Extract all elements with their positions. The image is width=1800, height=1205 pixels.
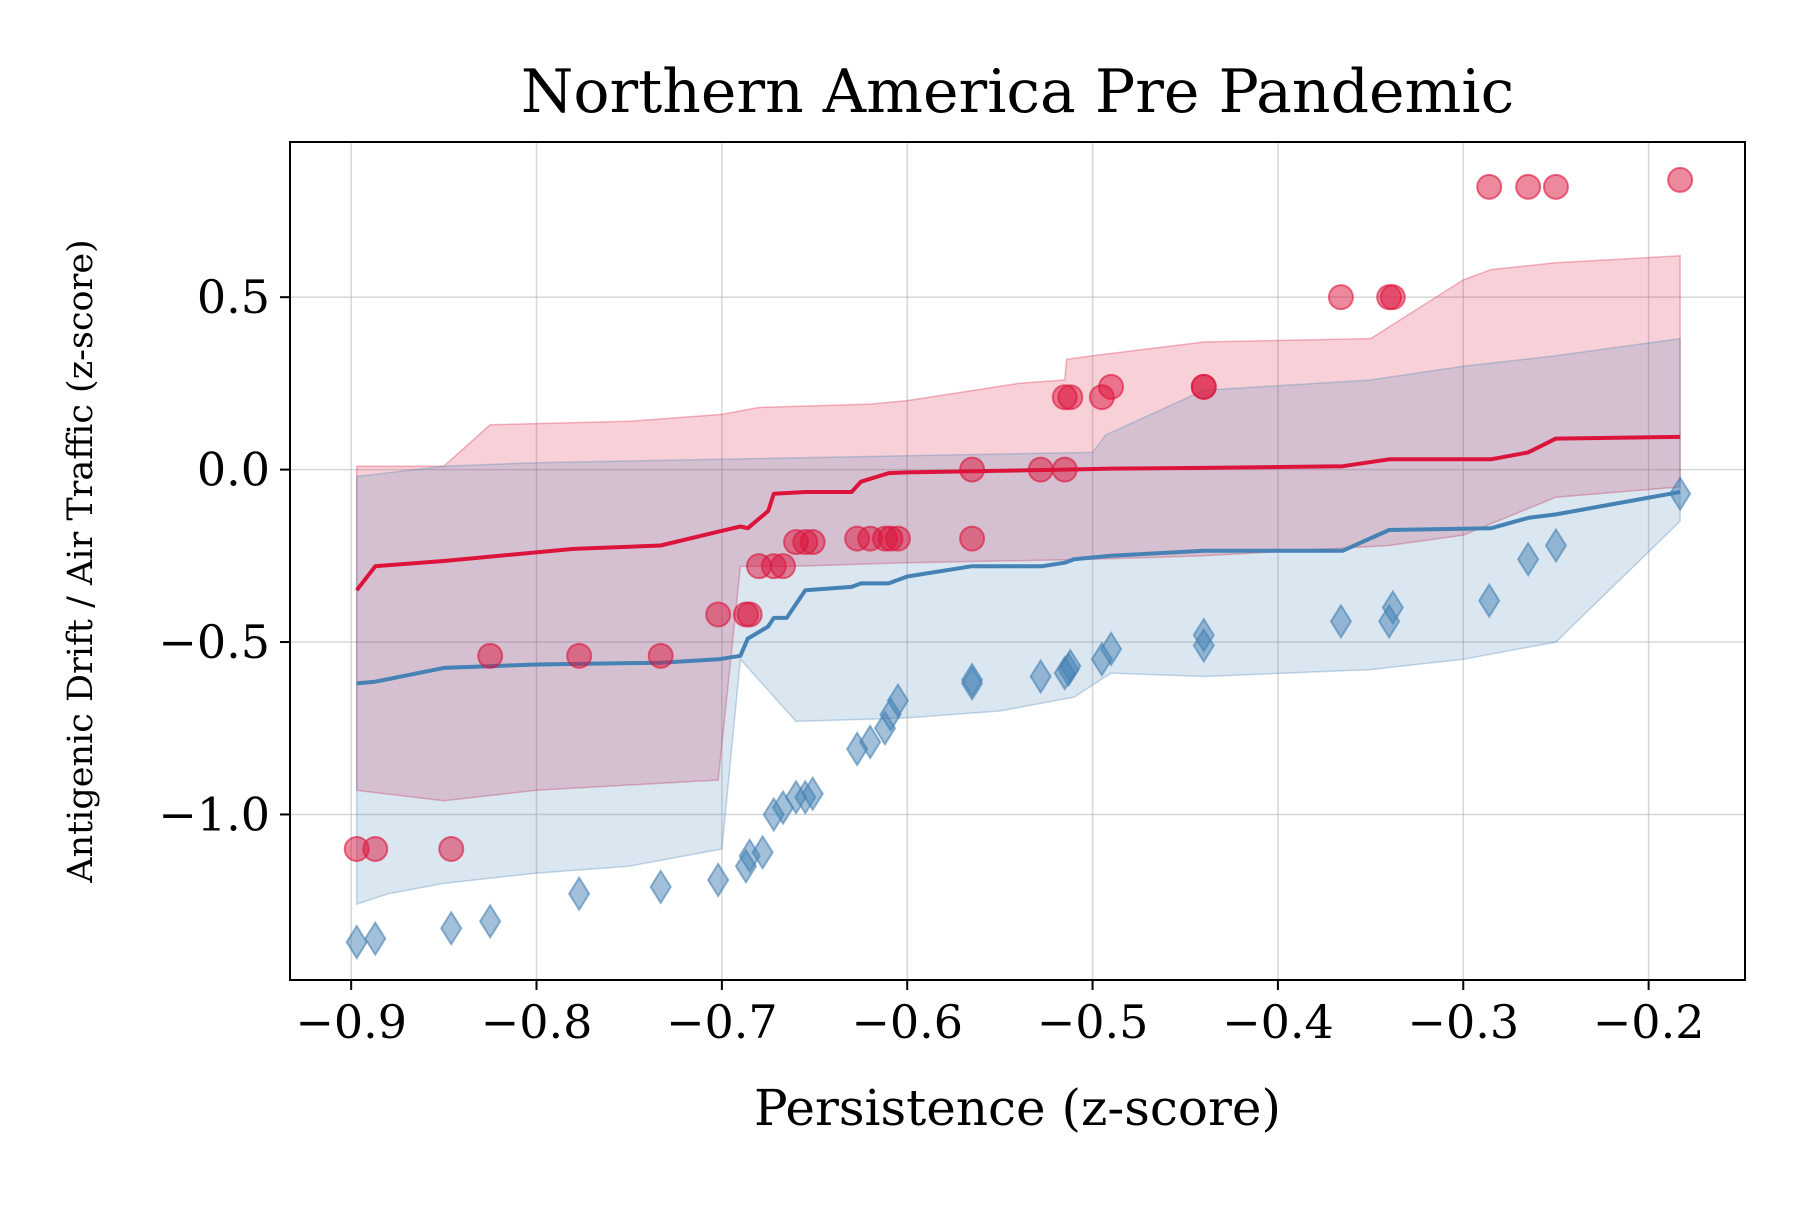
data-point-circle <box>705 601 732 628</box>
data-point-circle <box>799 529 826 556</box>
data-point-diamond <box>801 775 824 812</box>
x-tick-label: −0.3 <box>1407 995 1519 1049</box>
y-axis-label: Antigenic Drift / Air Traffic (z-score) <box>61 239 101 883</box>
data-point-circle <box>1476 173 1503 200</box>
data-point-diamond <box>1329 603 1353 640</box>
x-axis-label: Persistence (z-score) <box>754 1079 1281 1137</box>
data-point-diamond <box>1668 475 1692 512</box>
data-point-diamond <box>440 910 463 947</box>
axis-ticks: −0.9 −0.8 −0.7 −0.6 −0.5 −0.4 −0.3 −0.2 0.5 0.0 −0… <box>158 270 1704 1049</box>
data-point-circle <box>647 642 674 669</box>
data-points <box>343 166 1694 960</box>
data-point-circle <box>1515 173 1542 200</box>
data-point-diamond <box>706 862 730 898</box>
data-point-circle <box>770 553 797 580</box>
data-point-diamond <box>1192 617 1215 654</box>
x-tick-label: −0.2 <box>1593 995 1705 1049</box>
x-tick-label: −0.5 <box>1037 995 1149 1049</box>
data-point-circle <box>438 835 465 862</box>
y-tick-label: 0.0 <box>197 443 270 497</box>
plot-frame <box>289 141 1746 981</box>
data-point-diamond <box>364 920 387 957</box>
x-tick-label: −0.6 <box>851 995 963 1049</box>
data-point-diamond <box>1544 527 1568 564</box>
data-point-diamond <box>567 875 591 912</box>
data-point-diamond <box>1059 648 1082 685</box>
chart-title: Northern America Pre Pandemic <box>521 57 1514 127</box>
data-point-diamond <box>478 903 502 940</box>
trend-line <box>355 434 1681 592</box>
data-point-circle <box>1190 373 1217 400</box>
data-point-diamond <box>345 924 368 960</box>
data-point-diamond <box>751 834 774 871</box>
x-tick-label: −0.8 <box>481 995 593 1049</box>
data-point-diamond <box>649 869 672 905</box>
data-point-diamond <box>1381 589 1405 626</box>
data-point-diamond <box>1029 658 1052 695</box>
data-point-circle <box>1542 173 1569 200</box>
data-point-circle <box>884 525 911 552</box>
data-point-circle <box>362 835 389 862</box>
data-point-circle <box>477 642 504 669</box>
trend-line <box>356 490 1681 686</box>
data-point-diamond <box>858 724 882 760</box>
data-point-circle <box>1327 284 1354 311</box>
x-tick-label: −0.7 <box>666 995 778 1049</box>
data-point-circle <box>1057 384 1084 411</box>
x-tick-label: −0.9 <box>295 995 407 1049</box>
data-point-circle <box>959 525 986 552</box>
data-point-diamond <box>1099 631 1123 667</box>
data-point-diamond <box>1478 582 1501 619</box>
x-tick-label: −0.4 <box>1222 995 1334 1049</box>
confidence-bands <box>355 255 1681 906</box>
data-point-diamond <box>960 662 984 698</box>
y-tick-label: 0.5 <box>197 270 270 324</box>
data-point-circle <box>736 601 763 628</box>
data-point-circle <box>1379 284 1406 311</box>
y-tick-label: −1.0 <box>158 787 270 841</box>
data-point-diamond <box>1516 541 1540 578</box>
data-point-circle <box>1027 456 1054 483</box>
data-point-circle <box>959 456 986 483</box>
confidence-band <box>355 337 1681 906</box>
data-point-circle <box>1667 166 1694 193</box>
data-point-circle <box>1098 373 1125 400</box>
gridlines <box>290 142 1745 980</box>
data-point-circle <box>1051 456 1078 483</box>
trend-lines <box>355 434 1681 686</box>
data-point-diamond <box>886 682 910 719</box>
data-point-circle <box>566 642 593 669</box>
y-tick-label: −0.5 <box>158 615 270 669</box>
